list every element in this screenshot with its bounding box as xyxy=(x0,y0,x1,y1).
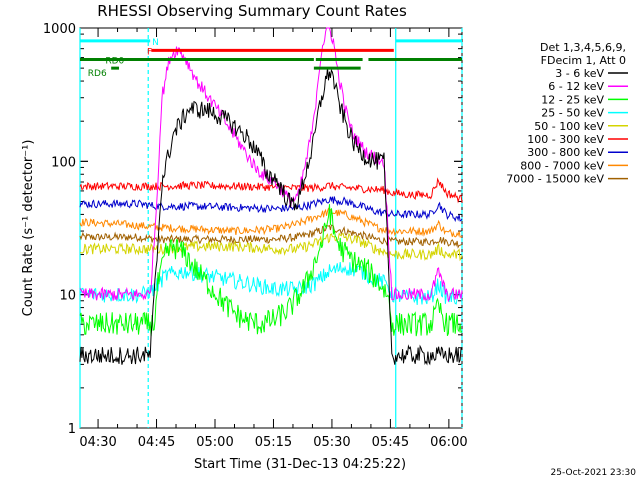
legend-entry-label: 6 - 12 keV xyxy=(548,80,604,93)
legend-entry-label: 12 - 25 keV xyxy=(541,93,604,106)
legend-entry-label: 25 - 50 keV xyxy=(541,107,604,120)
y-tick-label: 1 xyxy=(68,422,76,437)
x-tick-label: 05:45 xyxy=(372,435,409,450)
plot-area: NF RD0 RD6 xyxy=(79,27,463,429)
x-tick-label: 06:00 xyxy=(430,435,467,450)
y-tick-label: 100 xyxy=(51,155,76,170)
flag-label: N xyxy=(152,38,159,48)
legend-entry-label: 300 - 800 keV xyxy=(527,146,604,159)
series-line xyxy=(79,262,463,305)
legend-entry-label: 50 - 100 keV xyxy=(534,120,604,133)
series-line xyxy=(79,207,463,238)
y-axis-label: Count Rate (s⁻¹ detector⁻¹) xyxy=(21,140,36,317)
legend-entry-label: 100 - 300 keV xyxy=(527,133,604,146)
x-tick-label: 05:00 xyxy=(196,435,233,450)
x-tick-labels: 04:30 04:45 05:00 05:15 05:30 05:45 06:00 xyxy=(79,435,467,450)
series-line xyxy=(79,232,463,262)
series-line xyxy=(79,177,463,204)
x-tick-label: 05:15 xyxy=(255,435,292,450)
series-line xyxy=(79,27,463,303)
y-tick-label: 1000 xyxy=(43,22,76,37)
flag-label: F xyxy=(147,47,152,57)
x-tick-label: 04:30 xyxy=(79,435,116,450)
x-axis-label: Start Time (31-Dec-13 04:25:22) xyxy=(194,457,406,472)
x-tick-label: 04:45 xyxy=(138,435,175,450)
series-line xyxy=(79,196,463,223)
series-line xyxy=(79,224,463,249)
series-line xyxy=(79,67,463,366)
series-line xyxy=(79,204,463,337)
legend: Det 1,3,4,5,6,9, FDecim 1, Att 0 3 - 6 k… xyxy=(506,41,628,186)
legend-entry-label: 7000 - 15000 keV xyxy=(506,173,604,186)
legend-entry-label: 800 - 7000 keV xyxy=(520,159,604,172)
x-tick-label: 05:30 xyxy=(313,435,350,450)
footer-date: 25-Oct-2021 23:30 xyxy=(551,468,637,478)
legend-entry-label: 3 - 6 keV xyxy=(555,67,604,80)
flag-label: RD6 xyxy=(88,69,107,79)
y-tick-labels: 1 10 100 1000 xyxy=(43,22,76,437)
legend-header-line-2: FDecim 1, Att 0 xyxy=(541,54,626,67)
chart-title: RHESSI Observing Summary Count Rates xyxy=(97,2,407,20)
flag-label: RD0 xyxy=(105,57,124,67)
legend-header-line-1: Det 1,3,4,5,6,9, xyxy=(540,41,626,54)
y-tick-label: 10 xyxy=(59,289,76,304)
